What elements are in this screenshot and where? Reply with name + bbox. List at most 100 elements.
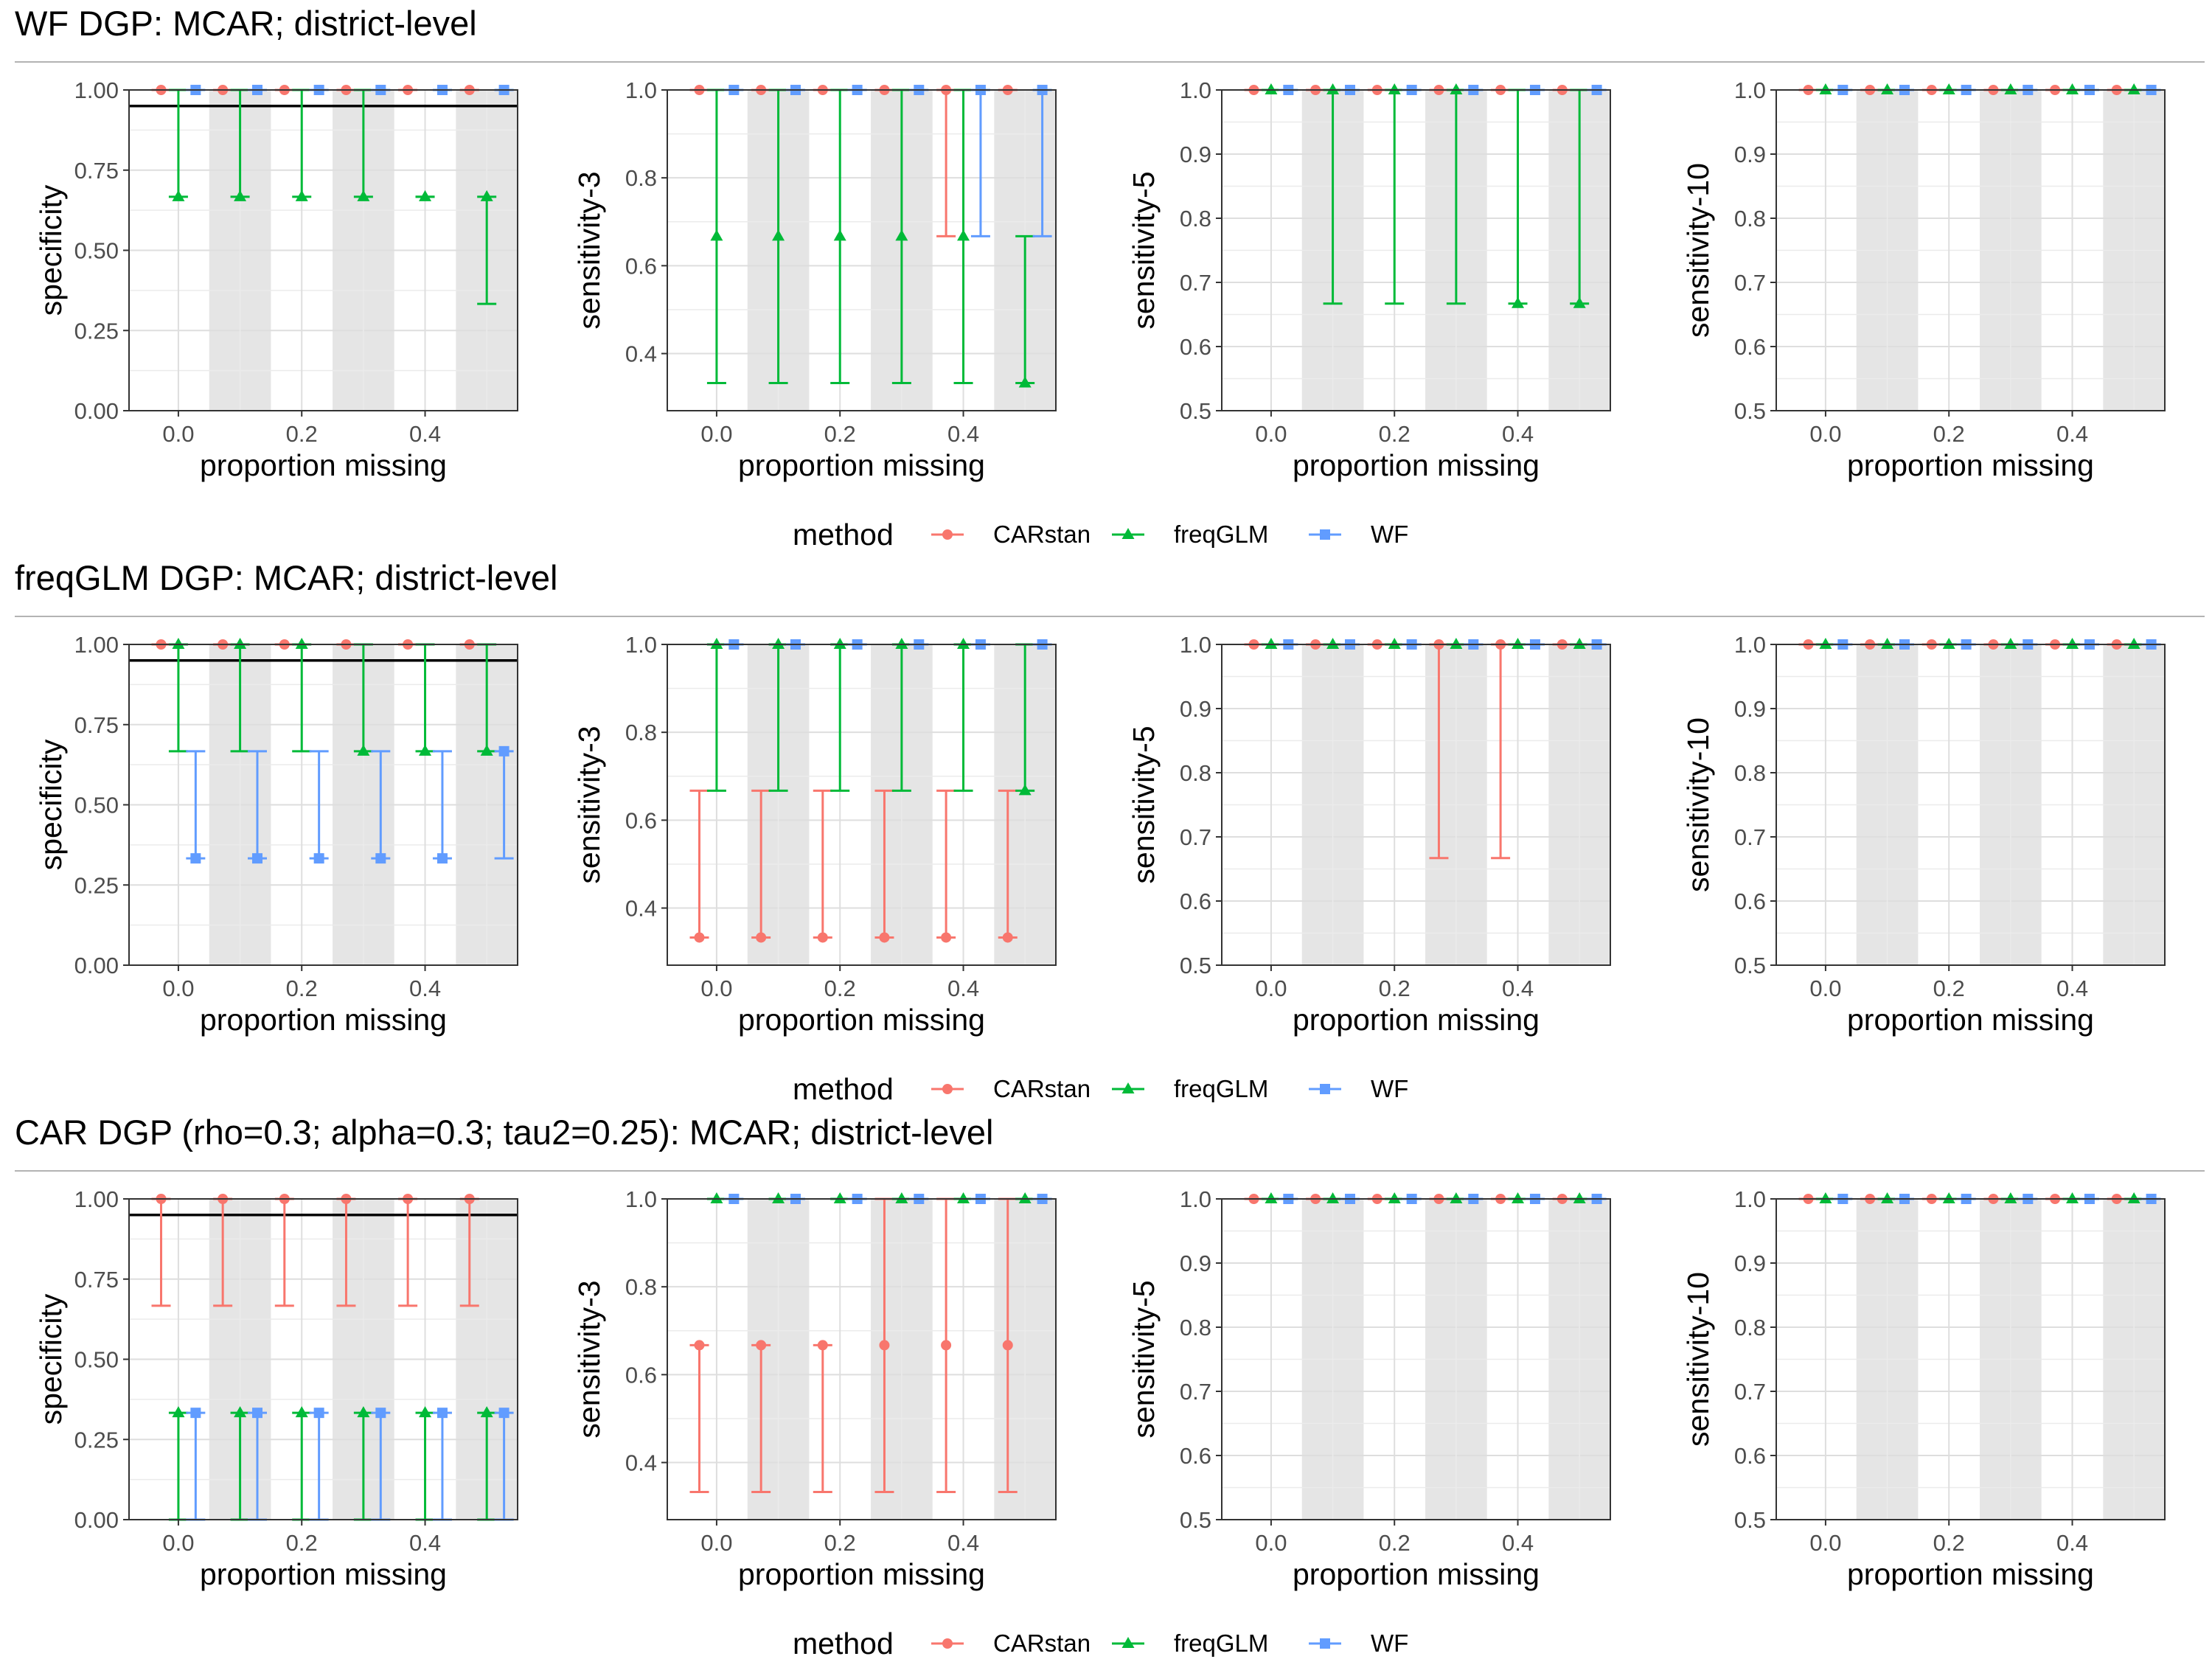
x-tick-label: 0.0 — [162, 1530, 194, 1556]
y-tick-label: 0.6 — [625, 1362, 657, 1388]
data-point — [1326, 638, 1340, 649]
panel-border — [1221, 1198, 1611, 1520]
data-point — [2004, 1192, 2017, 1203]
y-tick-label: 0.6 — [625, 253, 657, 279]
data-point — [895, 229, 908, 241]
series-CARstan — [689, 789, 1018, 943]
x-tick-label: 0.4 — [1502, 421, 1534, 447]
data-point — [772, 638, 785, 649]
x-tick-label: 0.0 — [1255, 421, 1287, 447]
data-point — [480, 744, 493, 756]
legend-label: WF — [1371, 1630, 1408, 1657]
x-tick-label: 0.4 — [1502, 975, 1534, 1001]
x-tick-label: 0.4 — [409, 975, 441, 1001]
x-tick-label: 0.0 — [1809, 1530, 1841, 1556]
y-tick-label: 0.5 — [1180, 953, 1211, 978]
legend-label: freqGLM — [1174, 521, 1268, 548]
x-axis-title: proportion missing — [738, 1003, 985, 1037]
series-CARstan — [151, 1194, 479, 1307]
data-point — [957, 638, 970, 649]
legend-key-marker — [1320, 529, 1330, 540]
data-point — [2066, 83, 2079, 94]
data-point — [710, 1192, 723, 1203]
y-tick-label: 0.00 — [74, 398, 119, 424]
data-point — [1450, 638, 1463, 649]
legend-key-marker — [1121, 1637, 1135, 1648]
x-tick-label: 0.4 — [2056, 975, 2088, 1001]
data-point — [313, 853, 324, 864]
legend: method CARstan freqGLM WF — [793, 1072, 1408, 1106]
data-point — [480, 1406, 493, 1418]
y-tick-label: 0.8 — [1734, 206, 1766, 232]
data-point — [1018, 376, 1032, 388]
y-tick-label: 0.25 — [74, 872, 119, 898]
data-point — [1512, 296, 1525, 308]
y-tick-label: 0.50 — [74, 238, 119, 264]
data-point — [1265, 83, 1278, 94]
data-point — [2127, 1192, 2140, 1203]
y-tick-label: 0.8 — [1180, 1315, 1211, 1340]
legend-entry-CARstan: CARstan — [931, 1075, 1091, 1102]
x-tick-label: 0.0 — [162, 421, 194, 447]
x-tick-label: 0.2 — [824, 421, 856, 447]
data-point — [957, 229, 970, 241]
x-axis-title: proportion missing — [200, 1557, 447, 1591]
x-tick-label: 0.0 — [1255, 975, 1287, 1001]
y-tick-label: 0.5 — [1180, 1507, 1211, 1533]
data-point — [941, 1340, 952, 1351]
panel-border — [1221, 644, 1611, 966]
data-point — [1573, 296, 1586, 308]
x-axis-title: proportion missing — [738, 448, 985, 482]
y-axis-title: sensitivity-3 — [572, 726, 606, 883]
panel-border — [667, 644, 1057, 966]
x-tick-label: 0.4 — [2056, 421, 2088, 447]
x-tick-label: 0.0 — [1809, 975, 1841, 1001]
panel-border — [667, 1198, 1057, 1520]
x-axis-title: proportion missing — [1847, 448, 2094, 482]
data-point — [1002, 932, 1013, 943]
data-point — [419, 189, 432, 201]
y-tick-label: 0.50 — [74, 793, 119, 818]
x-tick-label: 0.4 — [409, 1530, 441, 1556]
data-point — [190, 1408, 201, 1419]
data-point — [437, 853, 448, 864]
data-point — [1388, 83, 1401, 94]
data-point — [895, 1192, 908, 1203]
y-tick-label: 1.00 — [74, 77, 119, 103]
y-tick-label: 1.0 — [625, 632, 657, 658]
y-tick-label: 0.8 — [1734, 760, 1766, 786]
data-point — [375, 853, 386, 864]
x-axis-title: proportion missing — [738, 1557, 985, 1591]
x-tick-label: 0.4 — [947, 421, 979, 447]
data-point — [1450, 1192, 1463, 1203]
y-tick-label: 0.9 — [1734, 142, 1766, 167]
y-tick-label: 0.6 — [1180, 334, 1211, 360]
data-point — [833, 1192, 846, 1203]
y-tick-label: 0.9 — [1180, 142, 1211, 167]
legend-key-marker — [1121, 528, 1135, 539]
y-tick-label: 1.0 — [1180, 77, 1211, 103]
legend-key-marker — [1320, 1084, 1330, 1094]
legend-key-marker — [942, 1638, 953, 1649]
legend-label: CARstan — [993, 1075, 1091, 1102]
panel-border — [1775, 89, 2166, 411]
y-tick-label: 0.4 — [625, 896, 657, 922]
y-tick-label: 1.0 — [1734, 77, 1766, 103]
data-point — [957, 1192, 970, 1203]
panel-border — [1775, 1198, 2166, 1520]
data-point — [1388, 1192, 1401, 1203]
x-tick-label: 0.0 — [162, 975, 194, 1001]
x-tick-label: 0.2 — [1933, 1530, 1965, 1556]
data-point — [1018, 784, 1032, 796]
y-axis-title: sensitivity-5 — [1127, 726, 1161, 883]
y-tick-label: 0.8 — [625, 720, 657, 745]
y-tick-label: 1.0 — [1180, 632, 1211, 658]
legend-entry-freqGLM: freqGLM — [1112, 1075, 1268, 1102]
data-point — [1942, 638, 1955, 649]
y-tick-label: 0.7 — [1180, 270, 1211, 296]
y-tick-label: 0.7 — [1180, 1379, 1211, 1405]
